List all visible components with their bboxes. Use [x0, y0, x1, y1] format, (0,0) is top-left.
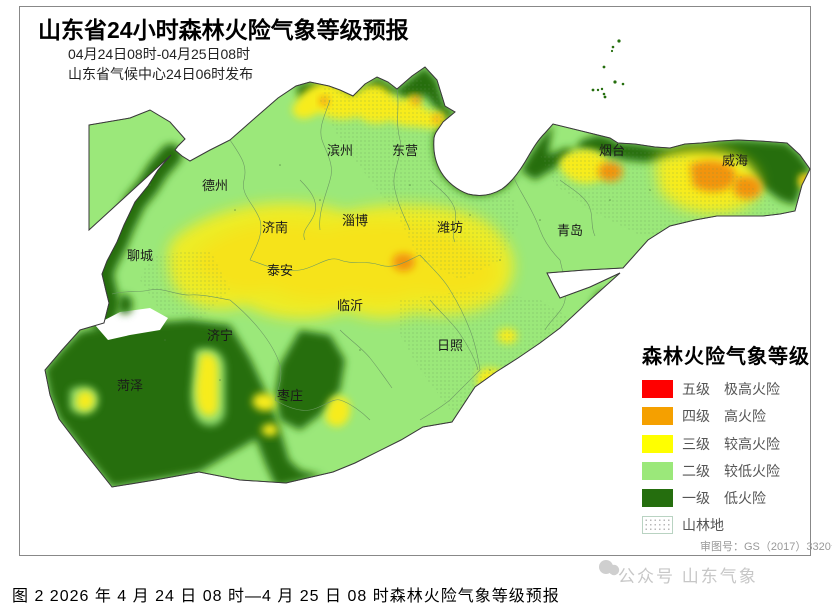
svg-text:德州: 德州 — [202, 178, 228, 193]
svg-text:滨州: 滨州 — [327, 143, 353, 158]
svg-text:日照: 日照 — [437, 338, 463, 353]
svg-text:菏泽: 菏泽 — [117, 378, 143, 393]
svg-text:威海: 威海 — [722, 153, 748, 168]
svg-text:枣庄: 枣庄 — [277, 388, 303, 403]
svg-text:聊城: 聊城 — [127, 248, 153, 263]
svg-text:青岛: 青岛 — [557, 223, 583, 238]
svg-text:济宁: 济宁 — [207, 328, 233, 343]
svg-text:烟台: 烟台 — [599, 143, 625, 158]
svg-text:东营: 东营 — [392, 143, 418, 158]
svg-text:泰安: 泰安 — [267, 263, 293, 278]
svg-text:济南: 济南 — [262, 220, 288, 235]
svg-text:潍坊: 潍坊 — [437, 220, 463, 235]
svg-text:淄博: 淄博 — [342, 213, 368, 228]
svg-text:临沂: 临沂 — [337, 298, 363, 313]
